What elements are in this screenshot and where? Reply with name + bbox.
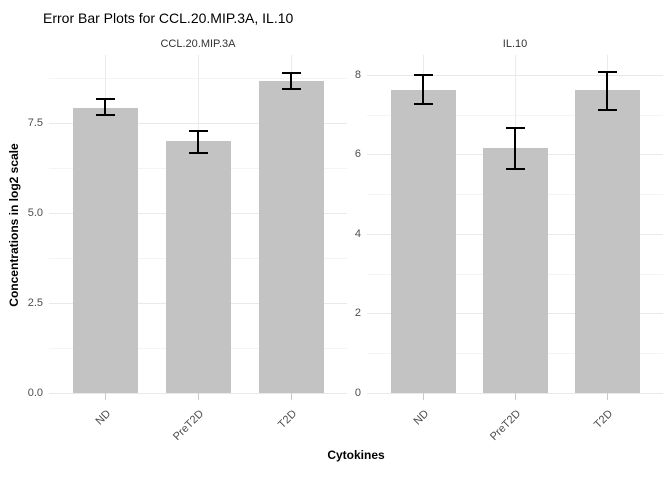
facet-strip-label-il-10: IL.10 (502, 38, 528, 50)
facet-panel-ccl-20-mip-3a (49, 55, 347, 394)
errorbar-cap-bottom-t2d (281, 87, 301, 90)
bar-pret2d (165, 141, 231, 393)
errorbar-line-t2d (606, 70, 608, 111)
bar-nd (390, 89, 456, 393)
x-tick-label-pret2d: PreT2D (487, 407, 524, 444)
x-tick-label-t2d: T2D (276, 407, 300, 431)
errorbar-line-nd (422, 74, 424, 105)
errorbar-cap-bottom-pret2d (505, 167, 525, 170)
y-tick-label: 2 (354, 307, 361, 320)
errorbar-cap-bottom-pret2d (188, 151, 208, 154)
y-tick-label: 5.0 (27, 207, 43, 220)
y-tick-label: 2.5 (27, 297, 43, 309)
errorbar-line-t2d (290, 71, 292, 90)
errorbar-cap-top-pret2d (188, 129, 208, 132)
bar-nd (72, 107, 138, 393)
x-tick-label-t2d: T2D (592, 407, 616, 431)
y-tick-label: 8 (354, 68, 361, 81)
y-tick-label: 4 (354, 227, 361, 240)
y-tick-label: 6 (354, 148, 361, 161)
facet-strip-label-ccl-20-mip-3a: CCL.20.MIP.3A (160, 38, 236, 50)
errorbar-cap-bottom-nd (413, 102, 433, 105)
facet-panel-il-10 (367, 55, 663, 394)
errorbar-line-pret2d (514, 126, 516, 170)
errorbar-line-nd (104, 98, 106, 116)
y-axis-title: Concentrations in log2 scale (7, 143, 21, 307)
errorbar-cap-bottom-nd (95, 113, 115, 116)
bar-t2d (258, 80, 324, 393)
errorbar-cap-bottom-t2d (597, 108, 617, 111)
y-tick-label: 0.0 (27, 387, 43, 399)
bar-t2d (574, 89, 640, 393)
errorbar-cap-top-nd (413, 74, 433, 77)
errorbar-cap-top-nd (95, 98, 115, 101)
errorbar-line-pret2d (197, 129, 199, 154)
y-tick-label: 7.5 (27, 117, 43, 130)
y-tick-label: 0 (354, 387, 361, 399)
x-axis-title: Cytokines (327, 448, 385, 462)
x-tick-t2d (607, 393, 608, 400)
x-tick-label-pret2d: PreT2D (170, 407, 207, 444)
errorbar-cap-top-t2d (597, 70, 617, 73)
x-tick-label-nd: ND (93, 407, 114, 428)
errorbar-cap-top-t2d (281, 71, 301, 74)
x-tick-t2d (291, 393, 292, 400)
errorbar-cap-top-pret2d (505, 126, 525, 129)
x-tick-label-nd: ND (411, 407, 432, 428)
x-tick-pret2d (515, 393, 516, 400)
bar-pret2d (482, 148, 548, 393)
x-tick-nd (105, 393, 106, 400)
chart-title: Error Bar Plots for CCL.20.MIP.3A, IL.10 (43, 10, 294, 26)
x-tick-nd (423, 393, 424, 400)
x-tick-pret2d (198, 393, 199, 400)
